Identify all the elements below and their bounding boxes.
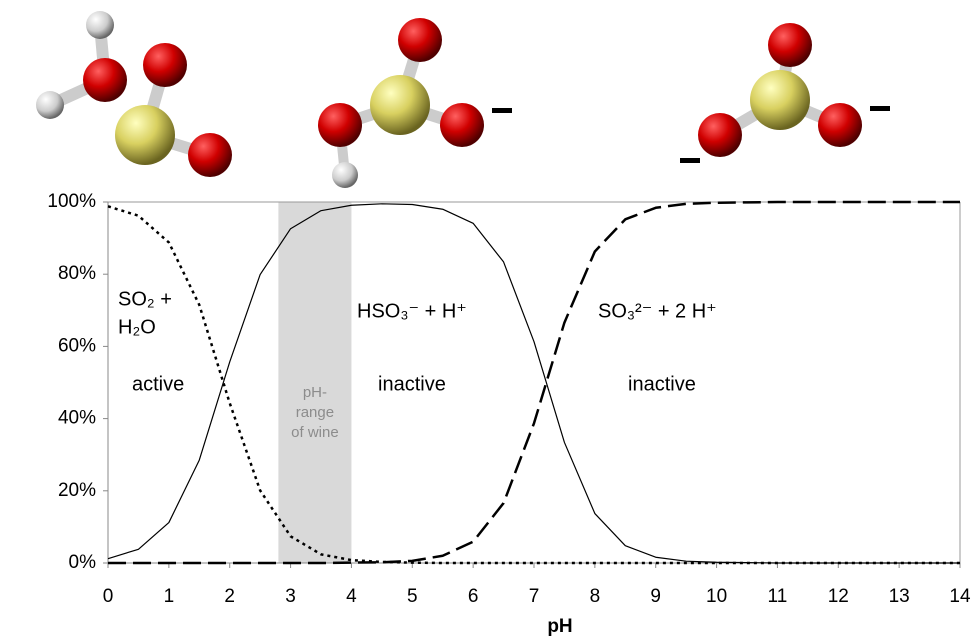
annotation: active xyxy=(132,373,184,395)
band-label: range xyxy=(296,404,334,421)
x-tick-label: 9 xyxy=(650,586,661,607)
annotation: inactive xyxy=(628,373,696,395)
y-tick-label: 80% xyxy=(58,263,96,284)
x-tick-label: 1 xyxy=(164,586,175,607)
x-tick-label: 5 xyxy=(407,586,418,607)
x-tick-label: 7 xyxy=(529,586,540,607)
y-tick-label: 40% xyxy=(58,408,96,429)
annotation: H₂O xyxy=(118,316,156,338)
annotation: SO₂ + xyxy=(118,288,172,310)
annotation: SO₃²⁻ + 2 H⁺ xyxy=(598,300,717,322)
annotation: HSO₃⁻ + H⁺ xyxy=(357,300,467,322)
y-tick-label: 100% xyxy=(47,191,96,212)
x-tick-label: 13 xyxy=(889,586,910,607)
y-tick-label: 0% xyxy=(69,552,97,573)
molecule-so3 xyxy=(680,23,890,163)
x-axis-title: pH xyxy=(547,616,572,637)
chart: pH pH-rangeof wine0%20%40%60%80%100%0123… xyxy=(0,0,977,640)
x-tick-label: 8 xyxy=(590,586,601,607)
x-tick-label: 11 xyxy=(768,586,788,607)
y-tick-label: 60% xyxy=(58,335,96,356)
annotation: inactive xyxy=(378,373,446,395)
x-tick-label: 4 xyxy=(346,586,357,607)
species-curve xyxy=(108,206,960,563)
ph-range-band xyxy=(278,202,351,563)
band-label: of wine xyxy=(291,424,339,441)
molecule-so2-h2o xyxy=(36,11,232,177)
molecule-hso3 xyxy=(318,18,512,188)
species-curve xyxy=(108,202,960,563)
x-tick-label: 3 xyxy=(285,586,296,607)
x-tick-label: 12 xyxy=(828,586,849,607)
band-label: pH- xyxy=(303,384,327,401)
y-tick-label: 20% xyxy=(58,480,96,501)
x-tick-label: 2 xyxy=(224,586,235,607)
x-tick-label: 0 xyxy=(103,586,114,607)
x-tick-label: 14 xyxy=(949,586,971,607)
x-tick-label: 10 xyxy=(706,586,727,607)
x-tick-label: 6 xyxy=(468,586,479,607)
species-curve xyxy=(108,204,960,563)
